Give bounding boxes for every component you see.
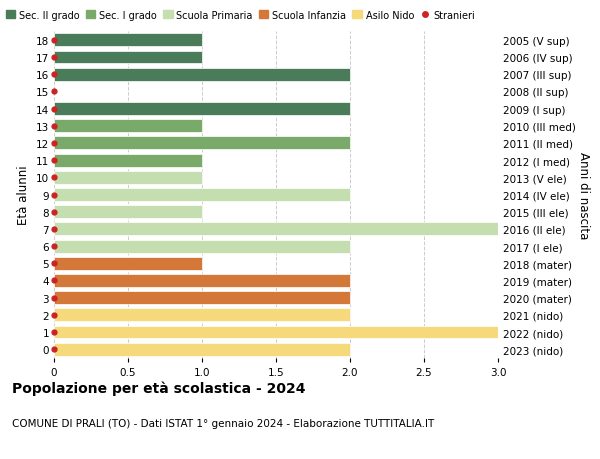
Bar: [54, 34, 202, 47]
Legend: Sec. II grado, Sec. I grado, Scuola Primaria, Scuola Infanzia, Asilo Nido, Stran: Sec. II grado, Sec. I grado, Scuola Prim…: [5, 11, 475, 21]
Bar: [54, 257, 202, 270]
Bar: [54, 103, 350, 116]
Bar: [54, 51, 202, 64]
Bar: [54, 120, 202, 133]
Bar: [54, 309, 350, 322]
Bar: [54, 326, 498, 339]
Bar: [54, 172, 202, 185]
Bar: [54, 240, 350, 253]
Bar: [54, 137, 350, 150]
Bar: [54, 189, 350, 202]
Text: Popolazione per età scolastica - 2024: Popolazione per età scolastica - 2024: [12, 381, 305, 396]
Text: COMUNE DI PRALI (TO) - Dati ISTAT 1° gennaio 2024 - Elaborazione TUTTITALIA.IT: COMUNE DI PRALI (TO) - Dati ISTAT 1° gen…: [12, 418, 434, 428]
Bar: [54, 291, 350, 304]
Bar: [54, 154, 202, 167]
Bar: [54, 206, 202, 218]
Y-axis label: Anni di nascita: Anni di nascita: [577, 151, 590, 239]
Bar: [54, 274, 350, 287]
Y-axis label: Età alunni: Età alunni: [17, 165, 31, 225]
Bar: [54, 223, 498, 236]
Bar: [54, 68, 350, 81]
Bar: [54, 343, 350, 356]
